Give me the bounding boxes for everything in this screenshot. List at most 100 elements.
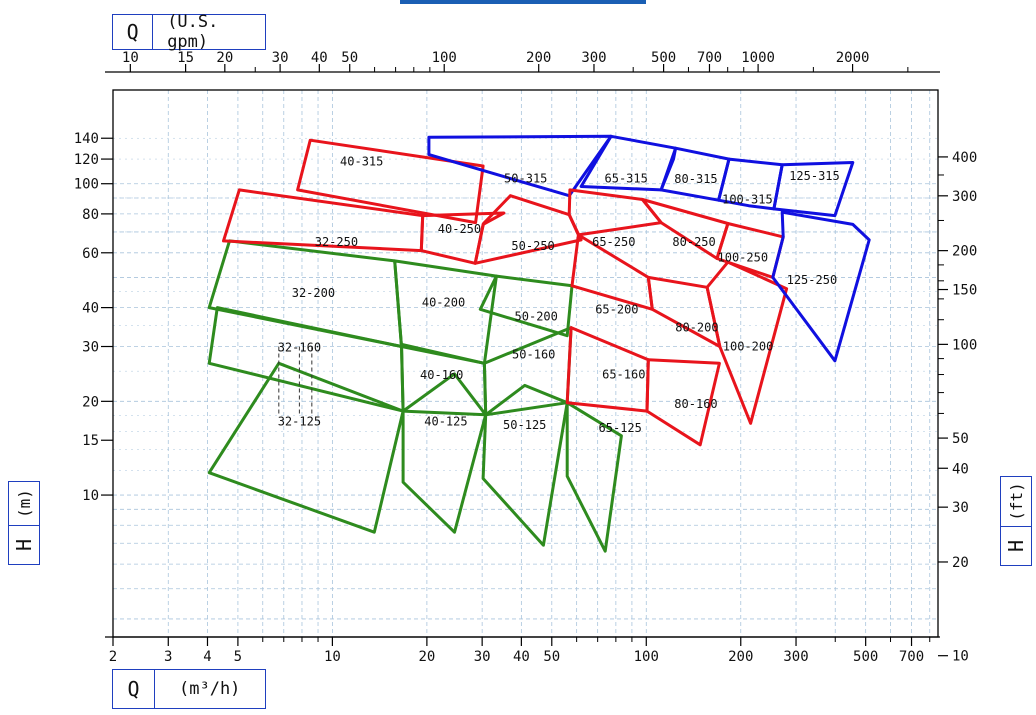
bottom-tick-label: 700 — [899, 649, 924, 665]
bottom-tick-label: 20 — [418, 649, 435, 665]
curve-label-50-160: 50-160 — [512, 347, 555, 361]
curve-label-32-200: 32-200 — [292, 286, 335, 300]
right-tick-label: 20 — [952, 555, 969, 571]
top-tick-label: 300 — [581, 50, 606, 66]
left-tick-label: 140 — [74, 131, 99, 147]
right-tick-label: 150 — [952, 283, 977, 299]
right-tick-label: 300 — [952, 189, 977, 205]
curve-label-80-200: 80-200 — [675, 321, 718, 335]
curve-label-80-160: 80-160 — [674, 397, 717, 411]
bottom-tick-label: 300 — [783, 649, 808, 665]
curve-100-315 — [717, 157, 784, 211]
top-tick-label: 15 — [177, 50, 194, 66]
left-tick-label: 20 — [82, 394, 99, 410]
left-tick-label: 120 — [74, 152, 99, 168]
left-tick-label: 80 — [82, 207, 99, 223]
curve-label-50-200: 50-200 — [515, 309, 558, 323]
top-tick-label: 10 — [122, 50, 139, 66]
bottom-axis-symbol: Q — [113, 670, 155, 708]
bottom-tick-label: 5 — [234, 649, 242, 665]
curve-label-32-160: 32-160 — [278, 340, 321, 354]
right-tick-label: 100 — [952, 337, 977, 353]
curve-label-40-315: 40-315 — [340, 154, 383, 168]
curve-50-200 — [478, 274, 574, 338]
right-tick-label: 400 — [952, 150, 977, 166]
right-axis-symbol: H — [1003, 539, 1028, 552]
curve-80-160 — [645, 358, 721, 447]
curve-65-250 — [567, 188, 663, 237]
bottom-tick-label: 50 — [543, 649, 560, 665]
curve-80-250 — [641, 198, 730, 260]
left-axis-symbol-wrap: H — [9, 524, 39, 564]
curve-40-200 — [393, 259, 498, 365]
right-tick-label: 30 — [952, 500, 969, 516]
curve-label-40-125: 40-125 — [424, 415, 467, 429]
right-tick-label: 200 — [952, 244, 977, 260]
curve-label-40-250: 40-250 — [438, 222, 481, 236]
left-tick-label: 15 — [82, 433, 99, 449]
left-tick-label: 30 — [82, 340, 99, 356]
left-tick-label: 40 — [82, 301, 99, 317]
top-tick-label: 1000 — [741, 50, 775, 66]
curve-50-125 — [481, 383, 569, 547]
left-axis-unit-wrap: (m) — [9, 482, 39, 525]
top-tick-label: 700 — [697, 50, 722, 66]
curve-125-250 — [771, 210, 871, 363]
curve-label-125-315: 125-315 — [789, 169, 840, 183]
curve-125-315 — [772, 161, 855, 218]
curve-40-315 — [296, 138, 485, 225]
curve-label-40-160: 40-160 — [420, 368, 463, 382]
top-axis-symbol: Q — [113, 15, 154, 49]
top-tick-label: 20 — [216, 50, 233, 66]
top-tick-label: 50 — [341, 50, 358, 66]
left-axis-unit: (m) — [14, 489, 34, 518]
top-tick-label: 200 — [526, 50, 551, 66]
bottom-tick-label: 2 — [109, 649, 117, 665]
curve-label-50-125: 50-125 — [503, 418, 546, 432]
left-axis-symbol: H — [11, 538, 36, 551]
right-axis-unit: (ft) — [1006, 482, 1026, 521]
right-axis-label: (ft) H — [1000, 476, 1032, 566]
bottom-tick-label: 4 — [203, 649, 211, 665]
bottom-tick-label: 30 — [474, 649, 491, 665]
right-axis-unit-wrap: (ft) — [1001, 477, 1031, 526]
right-tick-label: 10 — [952, 649, 969, 665]
curve-label-50-250: 50-250 — [511, 239, 554, 253]
bottom-tick-label: 100 — [634, 649, 659, 665]
right-tick-label: 40 — [952, 461, 969, 477]
top-axis-unit: (U.S. gpm) — [167, 12, 219, 52]
curve-label-65-250: 65-250 — [592, 235, 635, 249]
curve-label-125-250: 125-250 — [787, 273, 838, 287]
curve-label-32-250: 32-250 — [315, 235, 358, 249]
right-axis-symbol-wrap: H — [1001, 525, 1031, 565]
curve-50-250 — [473, 194, 583, 265]
bottom-tick-label: 40 — [513, 649, 530, 665]
curve-label-100-250: 100-250 — [718, 250, 769, 264]
bottom-tick-label: 3 — [164, 649, 172, 665]
top-tick-label: 40 — [311, 50, 328, 66]
top-tick-label: 500 — [651, 50, 676, 66]
bottom-tick-label: 500 — [853, 649, 878, 665]
curve-label-100-315: 100-315 — [722, 192, 773, 206]
curve-80-200 — [646, 275, 722, 348]
left-tick-label: 100 — [74, 177, 99, 193]
curve-label-50-315: 50-315 — [504, 171, 547, 185]
left-axis-label: (m) H — [8, 481, 40, 565]
left-tick-label: 10 — [82, 488, 99, 504]
top-tick-label: 100 — [432, 50, 457, 66]
curve-label-65-200: 65-200 — [595, 302, 638, 316]
left-tick-label: 60 — [82, 246, 99, 262]
top-tick-label: 2000 — [836, 50, 870, 66]
curve-label-100-200: 100-200 — [723, 340, 774, 354]
right-tick-label: 50 — [952, 431, 969, 447]
top-tick-label: 30 — [272, 50, 289, 66]
curve-label-80-250: 80-250 — [672, 235, 715, 249]
bottom-axis-unit: (m³/h) — [179, 679, 241, 699]
curve-40-125 — [401, 372, 488, 534]
bottom-tick-label: 200 — [728, 649, 753, 665]
curve-label-32-125: 32-125 — [278, 415, 321, 429]
top-axis-label: Q (U.S. gpm) — [112, 12, 266, 52]
curve-label-40-200: 40-200 — [422, 296, 465, 310]
bottom-tick-label: 10 — [324, 649, 341, 665]
